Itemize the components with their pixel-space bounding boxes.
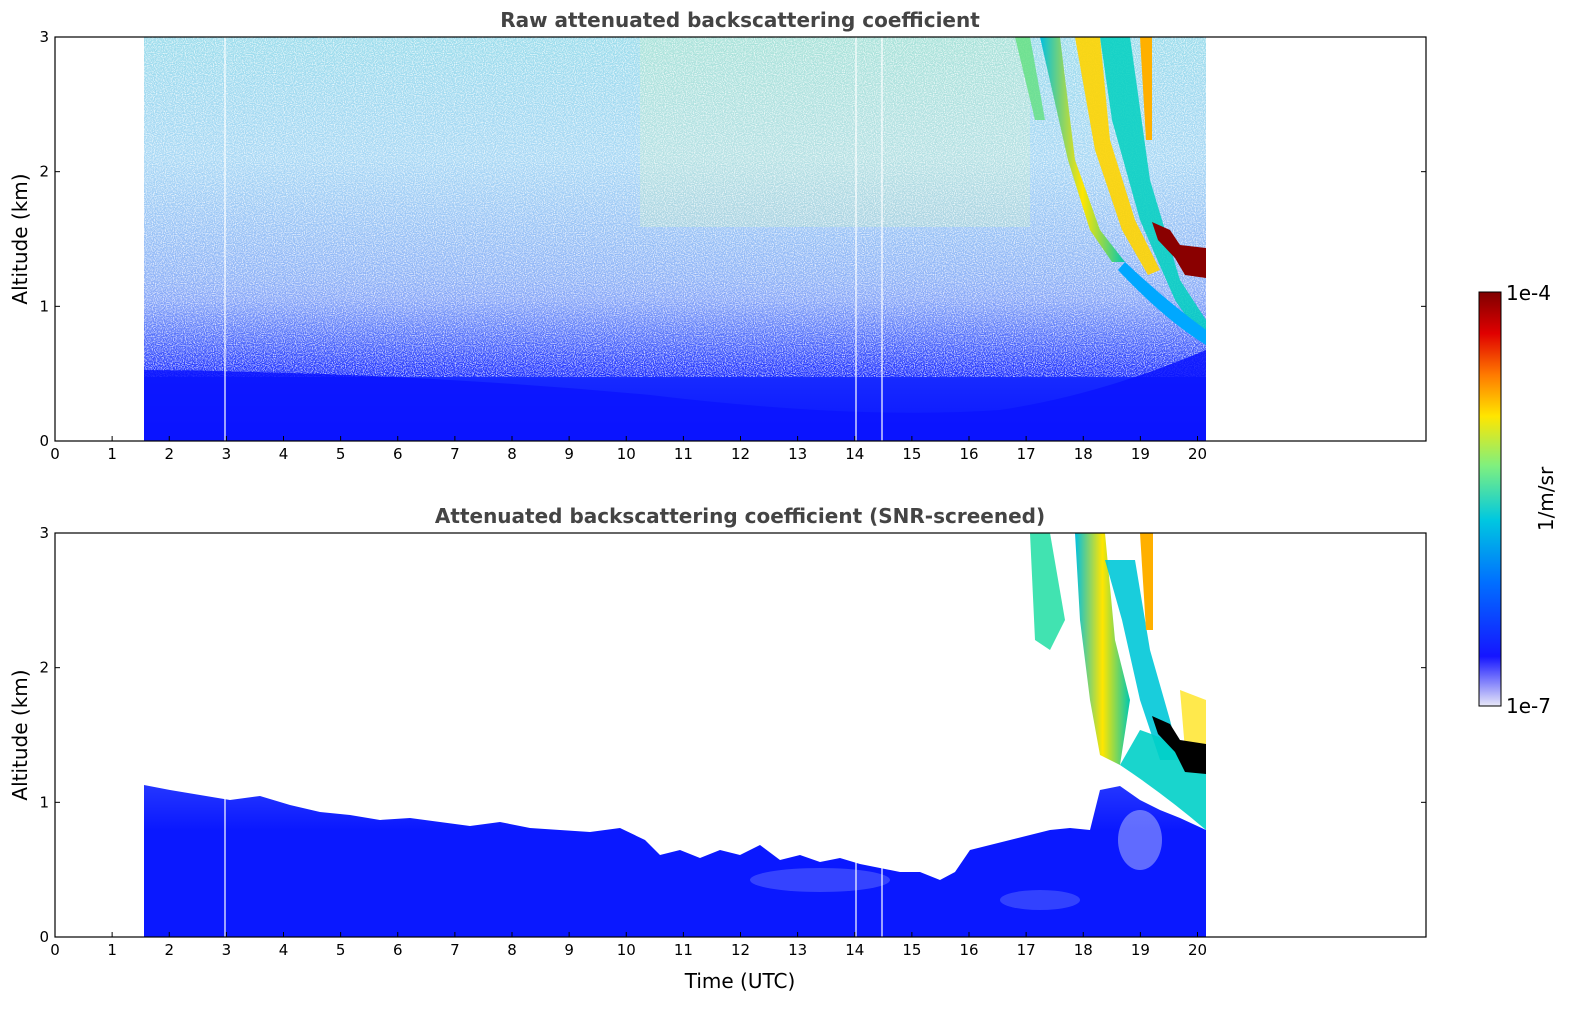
panel-1-xtick-label: 15 <box>902 445 921 463</box>
screened-boundary-layer <box>144 785 1206 937</box>
panel-2-xtick-label: 4 <box>279 941 289 959</box>
raw-speckle <box>144 37 1206 377</box>
panel-2-xtick-label: 1 <box>107 941 117 959</box>
panel-1-xtick-label: 14 <box>845 445 864 463</box>
raw-cloud-band-4 <box>1140 37 1152 140</box>
panel-2-title: Attenuated backscattering coefficient (S… <box>435 504 1045 528</box>
panel-2-xtick-label: 12 <box>731 941 750 959</box>
raw-cloud-band-5 <box>1015 37 1045 120</box>
panel-2-xtick-label: 10 <box>617 941 636 959</box>
panel-2-xtick-label: 6 <box>393 941 403 959</box>
screened-patch-1 <box>750 868 890 892</box>
screened-cloud-band-4 <box>1140 533 1153 630</box>
colorbar-max-label: 1e-4 <box>1506 281 1551 305</box>
panel-1-xtick-label: 4 <box>279 445 289 463</box>
raw-cloud-band-3 <box>1100 37 1206 345</box>
panel-1-xtick-label: 17 <box>1017 445 1036 463</box>
panel-1-ylabel: Altitude (km) <box>8 173 32 304</box>
colorbar: 1e-4 1e-7 1/m/sr <box>1478 281 1558 718</box>
panel-2-xtick-label: 17 <box>1017 941 1036 959</box>
panel-1-xtick-label: 10 <box>617 445 636 463</box>
panel-1-xtick-label: 7 <box>450 445 460 463</box>
raw-cloud-band-1 <box>1040 37 1125 262</box>
raw-cloud-base <box>1118 262 1206 345</box>
panel-1-xtick-label: 20 <box>1188 445 1207 463</box>
screened-saturated-cloud <box>1152 716 1206 774</box>
panel-2-xtick-label: 19 <box>1131 941 1150 959</box>
panel-2-xtick-label: 8 <box>507 941 517 959</box>
panel-1-xtick-label: 5 <box>336 445 346 463</box>
panel-2-ytick-label: 1 <box>39 793 49 811</box>
panel-1-xtick-label: 3 <box>222 445 232 463</box>
panel-1-xtick-label: 19 <box>1131 445 1150 463</box>
panel-2-xtick-label: 14 <box>845 941 864 959</box>
panel-1-xtick-label: 16 <box>959 445 978 463</box>
panel-2-xtick-label: 7 <box>450 941 460 959</box>
panel-2-xtick-label: 15 <box>902 941 921 959</box>
panel-1-xtick-label: 0 <box>50 445 60 463</box>
panel-2-xtick-label: 16 <box>959 941 978 959</box>
panel-2-xtick-label: 13 <box>788 941 807 959</box>
screened-cloud-band-1 <box>1030 533 1065 650</box>
raw-boundary-layer <box>144 350 1206 441</box>
panel-1-ytick-label: 3 <box>39 28 49 46</box>
panel-2-xtick-label: 9 <box>564 941 574 959</box>
panel-2-xlabel: Time (UTC) <box>684 969 796 993</box>
panel-1-ytick-label: 1 <box>39 297 49 315</box>
screened-cloud-band-3 <box>1105 560 1180 760</box>
panel-2-xtick-label: 3 <box>222 941 232 959</box>
panel-1-ytick-label: 0 <box>39 432 49 450</box>
panel-1-xtick-label: 9 <box>564 445 574 463</box>
panel-raw: Raw attenuated backscattering coefficien… <box>8 8 1427 463</box>
panel-1-title: Raw attenuated backscattering coefficien… <box>500 8 980 32</box>
screened-patch-3 <box>1000 890 1080 910</box>
panel-1-xtick-label: 18 <box>1074 445 1093 463</box>
panel-2-ytick-label: 2 <box>39 659 49 677</box>
panel-1-xtick-label: 13 <box>788 445 807 463</box>
raw-saturated-cloud <box>1152 222 1206 278</box>
panel-2-xtick-label: 5 <box>336 941 346 959</box>
panel-2-ytick-label: 3 <box>39 524 49 542</box>
panel-1-ytick-label: 2 <box>39 163 49 181</box>
panel-1-xtick-label: 1 <box>107 445 117 463</box>
panel-1-xtick-label: 6 <box>393 445 403 463</box>
colorbar-gradient <box>1478 291 1502 707</box>
panel-screened: Attenuated backscattering coefficient (S… <box>8 504 1427 993</box>
panel-2-ytick-label: 0 <box>39 928 49 946</box>
panel-2-xtick-label: 18 <box>1074 941 1093 959</box>
panel-2-xtick-label: 0 <box>50 941 60 959</box>
panel-1-xtick-label: 2 <box>164 445 174 463</box>
screened-heatmap <box>144 533 1206 937</box>
screened-cloud-band-2 <box>1075 533 1130 765</box>
raw-heatmap <box>144 37 1206 441</box>
panel-2-xtick-label: 20 <box>1188 941 1207 959</box>
panel-2-ylabel: Altitude (km) <box>8 669 32 800</box>
colorbar-min-label: 1e-7 <box>1506 694 1551 718</box>
panel-2-xtick-label: 2 <box>164 941 174 959</box>
panel-1-xtick-label: 11 <box>674 445 693 463</box>
screened-patch-2 <box>1118 810 1162 870</box>
panel-1-xtick-label: 12 <box>731 445 750 463</box>
colorbar-units-label: 1/m/sr <box>1534 466 1558 531</box>
panel-1-xtick-label: 8 <box>507 445 517 463</box>
raw-cloud-band-2 <box>1075 37 1160 275</box>
panel-2-xtick-label: 11 <box>674 941 693 959</box>
